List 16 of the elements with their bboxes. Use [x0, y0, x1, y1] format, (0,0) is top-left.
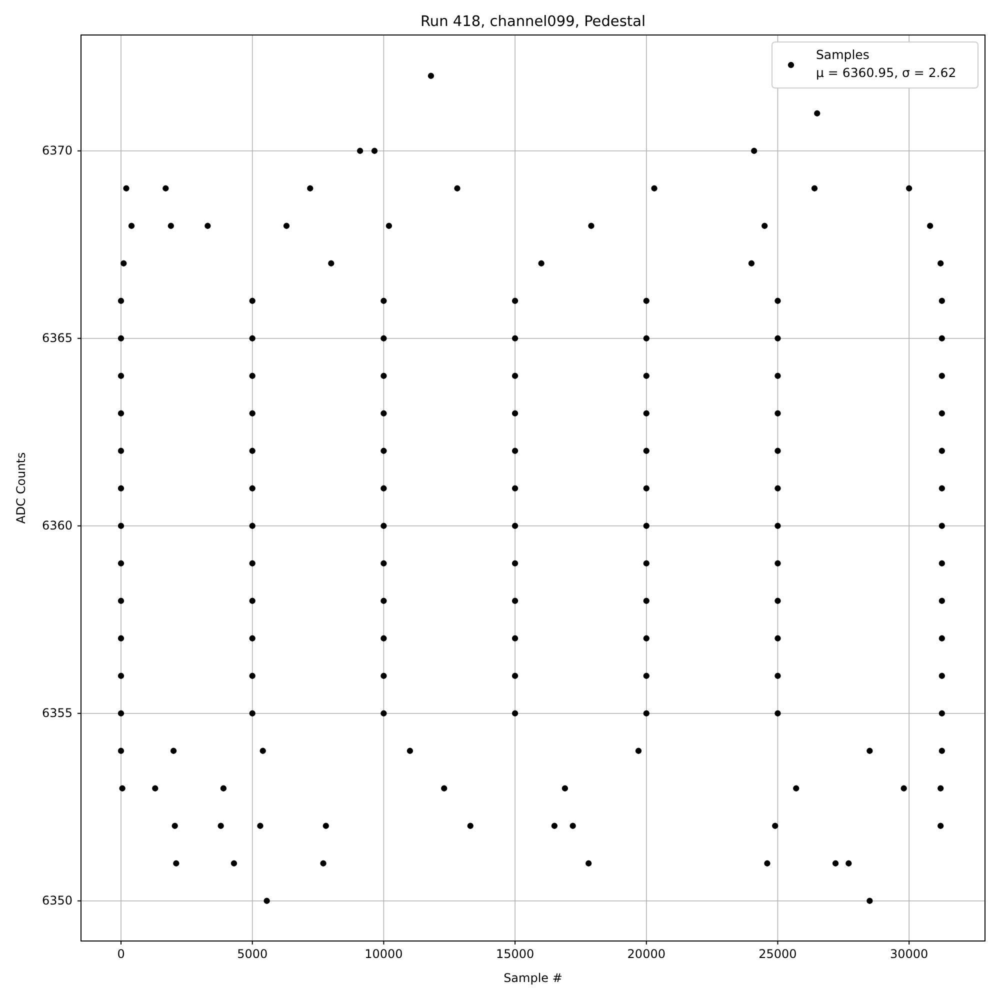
y-tick-label: 6355	[42, 706, 72, 720]
x-tick-label: 20000	[627, 947, 666, 962]
x-tick-label: 30000	[890, 947, 928, 962]
y-tick-label: 6370	[42, 144, 72, 158]
y-tick-label: 6360	[42, 518, 72, 533]
x-tick-label: 5000	[237, 947, 268, 962]
legend-label: Samples μ = 6360.95, σ = 2.62	[816, 47, 956, 80]
y-axis-title: ADC Counts	[14, 452, 28, 524]
x-tick-label: 25000	[758, 947, 797, 962]
y-tick-label: 6350	[42, 894, 72, 908]
x-tick-label: 15000	[496, 947, 534, 962]
x-tick-label: 0	[117, 947, 125, 962]
y-tick-label: 6365	[42, 331, 72, 346]
chart-title: Run 418, channel099, Pedestal	[420, 14, 646, 30]
x-tick-label: 10000	[364, 947, 403, 962]
x-axis-title: Sample #	[504, 971, 562, 985]
